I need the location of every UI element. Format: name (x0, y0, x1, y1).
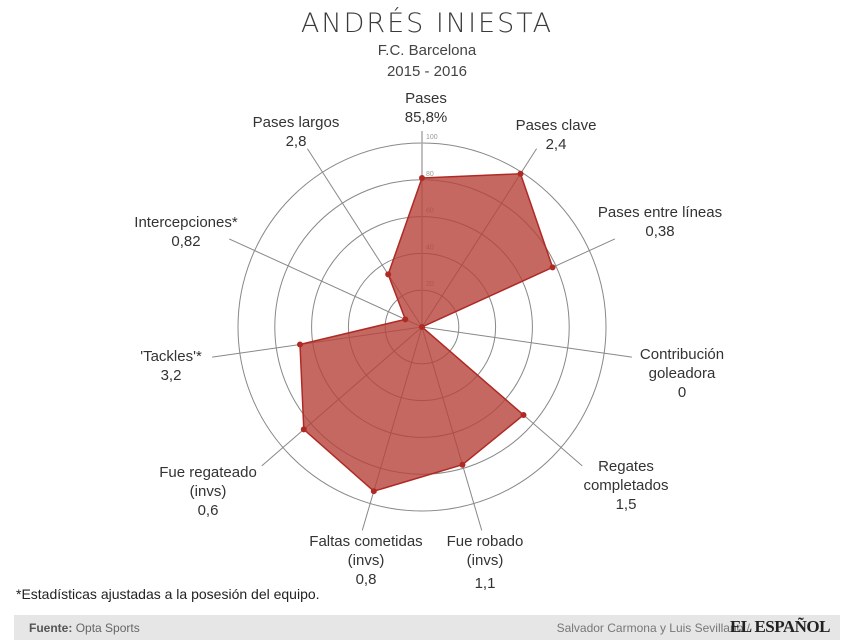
chart-title: ANDRÉS INIESTA (300, 8, 554, 39)
axis-name: Fue regateado (159, 464, 257, 481)
axis-label: Regates completados 1,5 (583, 457, 668, 514)
axis-value: 0,82 (171, 233, 201, 250)
axis-label: Pases clave 2,4 (516, 116, 597, 154)
axis-value: 0 (677, 384, 687, 401)
axis-label: 'Tackles'* 3,2 (140, 347, 202, 385)
data-point (296, 341, 303, 348)
axis-name: Pases clave (515, 117, 597, 134)
axis-name: Intercepciones* (134, 214, 238, 231)
credit: Salvador Carmona y Luis Sevillano / (556, 621, 750, 635)
axis-name: Pases entre líneas (597, 204, 723, 221)
axis-value: 1,5 (615, 496, 637, 513)
data-point (520, 411, 527, 418)
axis-label: Pases largos 2,8 (253, 113, 340, 151)
axis-name: Pases largos (252, 114, 340, 131)
data-point (402, 316, 409, 323)
brand-logo: EL ESPAÑOL (729, 617, 831, 636)
data-point (300, 426, 307, 433)
data-point (459, 461, 466, 468)
axis-value: 2,4 (545, 136, 567, 153)
axis-name: 'Tackles'* (140, 348, 202, 365)
axis-label: Fue regateado (invs) 0,6 (159, 463, 257, 520)
axis-name: Pases (405, 90, 447, 107)
source-value: Opta Sports (75, 621, 140, 635)
axis-value: 0,6 (197, 502, 219, 519)
tick-label: 80 (426, 171, 434, 178)
source: Fuente: Opta Sports (29, 621, 140, 635)
grid-axis (421, 326, 632, 358)
data-point (385, 271, 392, 278)
season: 2015 - 2016 (386, 63, 468, 80)
axis-name: Contribución (639, 346, 725, 363)
axis-label: Intercepciones* 0,82 (134, 213, 237, 251)
data-point (370, 488, 377, 495)
axis-name: Regates (598, 458, 654, 475)
axis-value: 85,8% (404, 109, 448, 126)
data-polygon (299, 173, 554, 493)
footer-bar: Fuente: Opta Sports Salvador Carmona y L… (14, 615, 840, 640)
axis-value: 3,2 (160, 367, 182, 384)
axis-name: completados (583, 477, 669, 494)
axis-label: Fue robado (invs) 1,1 (447, 532, 524, 593)
data-point (549, 264, 556, 271)
footnote: *Estadísticas ajustadas a la posesión de… (16, 586, 320, 602)
data-points (296, 170, 556, 495)
grid-axis (228, 238, 423, 328)
axis-value: 1,1 (474, 575, 496, 592)
data-point (419, 174, 425, 181)
data-point (419, 324, 425, 330)
axis-name: Faltas cometidas (309, 533, 423, 550)
axis-value: 0,38 (645, 223, 675, 240)
axis-name: Fue robado (446, 533, 524, 550)
axis-label: Faltas cometidas (invs) 0,8 (309, 532, 422, 589)
axis-name: goleadora (648, 365, 716, 382)
source-label: Fuente: (29, 621, 73, 635)
axis-name: (invs) (466, 552, 504, 569)
axis-value: 0,8 (355, 571, 377, 588)
axis-label: Contribución goleadora 0 (640, 345, 724, 402)
tick-label: 100 (426, 134, 438, 141)
axis-label: Pases 85,8% (405, 89, 448, 127)
axis-label: Pases entre líneas 0,38 (598, 203, 722, 241)
axis-name: (invs) (189, 483, 227, 500)
team-name: F.C. Barcelona (377, 42, 477, 59)
axis-name: (invs) (347, 552, 385, 569)
data-point (517, 170, 524, 177)
axis-value: 2,8 (285, 133, 307, 150)
